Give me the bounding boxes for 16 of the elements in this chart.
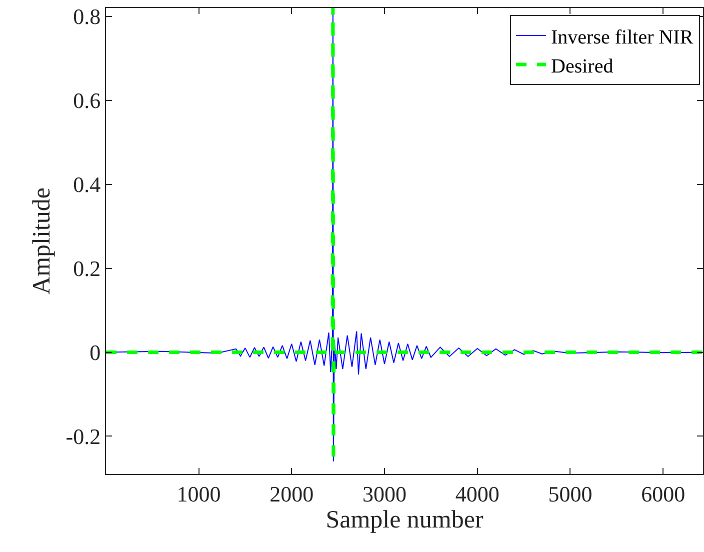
y-tick-label: 0.8	[73, 4, 101, 30]
x-tick-label: 2000	[270, 481, 314, 506]
y-tick-label: -0.2	[66, 424, 101, 449]
y-tick-label: 0.4	[73, 172, 101, 198]
legend-label: Desired	[551, 55, 614, 78]
x-axis-title: Sample number	[326, 506, 484, 534]
x-tick-label: 5000	[548, 481, 592, 506]
x-tick-label: 4000	[455, 481, 500, 506]
y-axis-title: Amplitude	[28, 188, 56, 294]
x-tick-label: 1000	[176, 481, 221, 506]
y-tick-label: 0.6	[73, 88, 101, 114]
y-tick-label: 0	[90, 340, 101, 365]
y-tick-label: 0.2	[73, 256, 101, 281]
legend-label: Inverse filter NIR	[551, 26, 694, 48]
x-tick-label: 3000	[362, 481, 406, 506]
x-tick-label: 6000	[641, 481, 686, 506]
